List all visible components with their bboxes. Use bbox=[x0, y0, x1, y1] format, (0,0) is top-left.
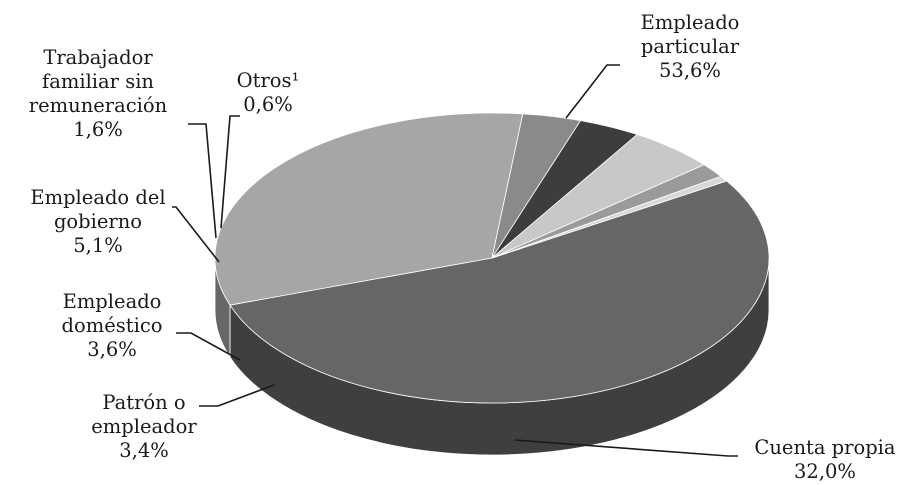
leader-line-empleado-del-gobierno bbox=[172, 206, 220, 263]
category-label-patron-o-empleador: empleador bbox=[91, 415, 197, 438]
slice-otros bbox=[491, 175, 728, 259]
category-label-patron-o-empleador: Patrón o bbox=[102, 391, 185, 414]
category-label-empleado-particular: Empleado bbox=[641, 11, 740, 34]
value-label-empleado-particular: 53,6% bbox=[659, 59, 721, 82]
leader-line-patron-o-empleador bbox=[199, 384, 275, 407]
category-label-cuenta-propia: Cuenta propia bbox=[754, 436, 896, 459]
leader-lines bbox=[172, 64, 738, 457]
leader-line-otros bbox=[220, 115, 240, 229]
category-label-trabajador-familiar-sin-remuneracion: Trabajador bbox=[43, 46, 153, 69]
category-label-empleado-particular: particular bbox=[641, 35, 740, 58]
slice-cuenta-propia bbox=[214, 112, 524, 306]
value-label-cuenta-propia: 32,0% bbox=[794, 460, 856, 483]
category-label-empleado-domestico: doméstico bbox=[62, 314, 163, 337]
category-label-empleado-del-gobierno: gobierno bbox=[54, 210, 142, 233]
value-label-patron-o-empleador: 3,4% bbox=[119, 439, 169, 462]
value-label-empleado-del-gobierno: 5,1% bbox=[73, 234, 123, 257]
value-label-otros: 0,6% bbox=[243, 93, 293, 116]
category-label-empleado-domestico: Empleado bbox=[63, 290, 162, 313]
category-label-trabajador-familiar-sin-remuneracion: remuneración bbox=[29, 94, 168, 117]
category-label-otros: Otros¹ bbox=[237, 69, 300, 92]
leader-line-cuenta-propia bbox=[514, 439, 738, 457]
category-label-trabajador-familiar-sin-remuneracion: familiar sin bbox=[42, 70, 154, 93]
value-label-trabajador-familiar-sin-remuneracion: 1,6% bbox=[73, 118, 123, 141]
leader-line-empleado-particular bbox=[565, 64, 620, 119]
pie-tops bbox=[214, 112, 770, 404]
leader-line-trabajador-familiar-sin-remuneracion bbox=[188, 123, 217, 239]
value-label-empleado-domestico: 3,6% bbox=[87, 338, 137, 361]
slice-empleado-particular bbox=[229, 180, 770, 404]
category-label-empleado-del-gobierno: Empleado del bbox=[30, 186, 165, 209]
leader-line-empleado-domestico bbox=[176, 332, 241, 361]
